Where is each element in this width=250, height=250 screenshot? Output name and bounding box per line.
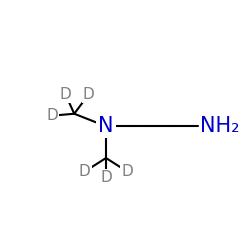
Text: NH₂: NH₂ xyxy=(200,116,240,136)
Text: D: D xyxy=(46,108,58,123)
Text: D: D xyxy=(121,164,133,179)
Text: D: D xyxy=(83,87,94,102)
Text: N: N xyxy=(98,116,114,136)
Text: D: D xyxy=(79,164,91,179)
Text: D: D xyxy=(60,87,72,102)
Text: D: D xyxy=(100,170,112,185)
